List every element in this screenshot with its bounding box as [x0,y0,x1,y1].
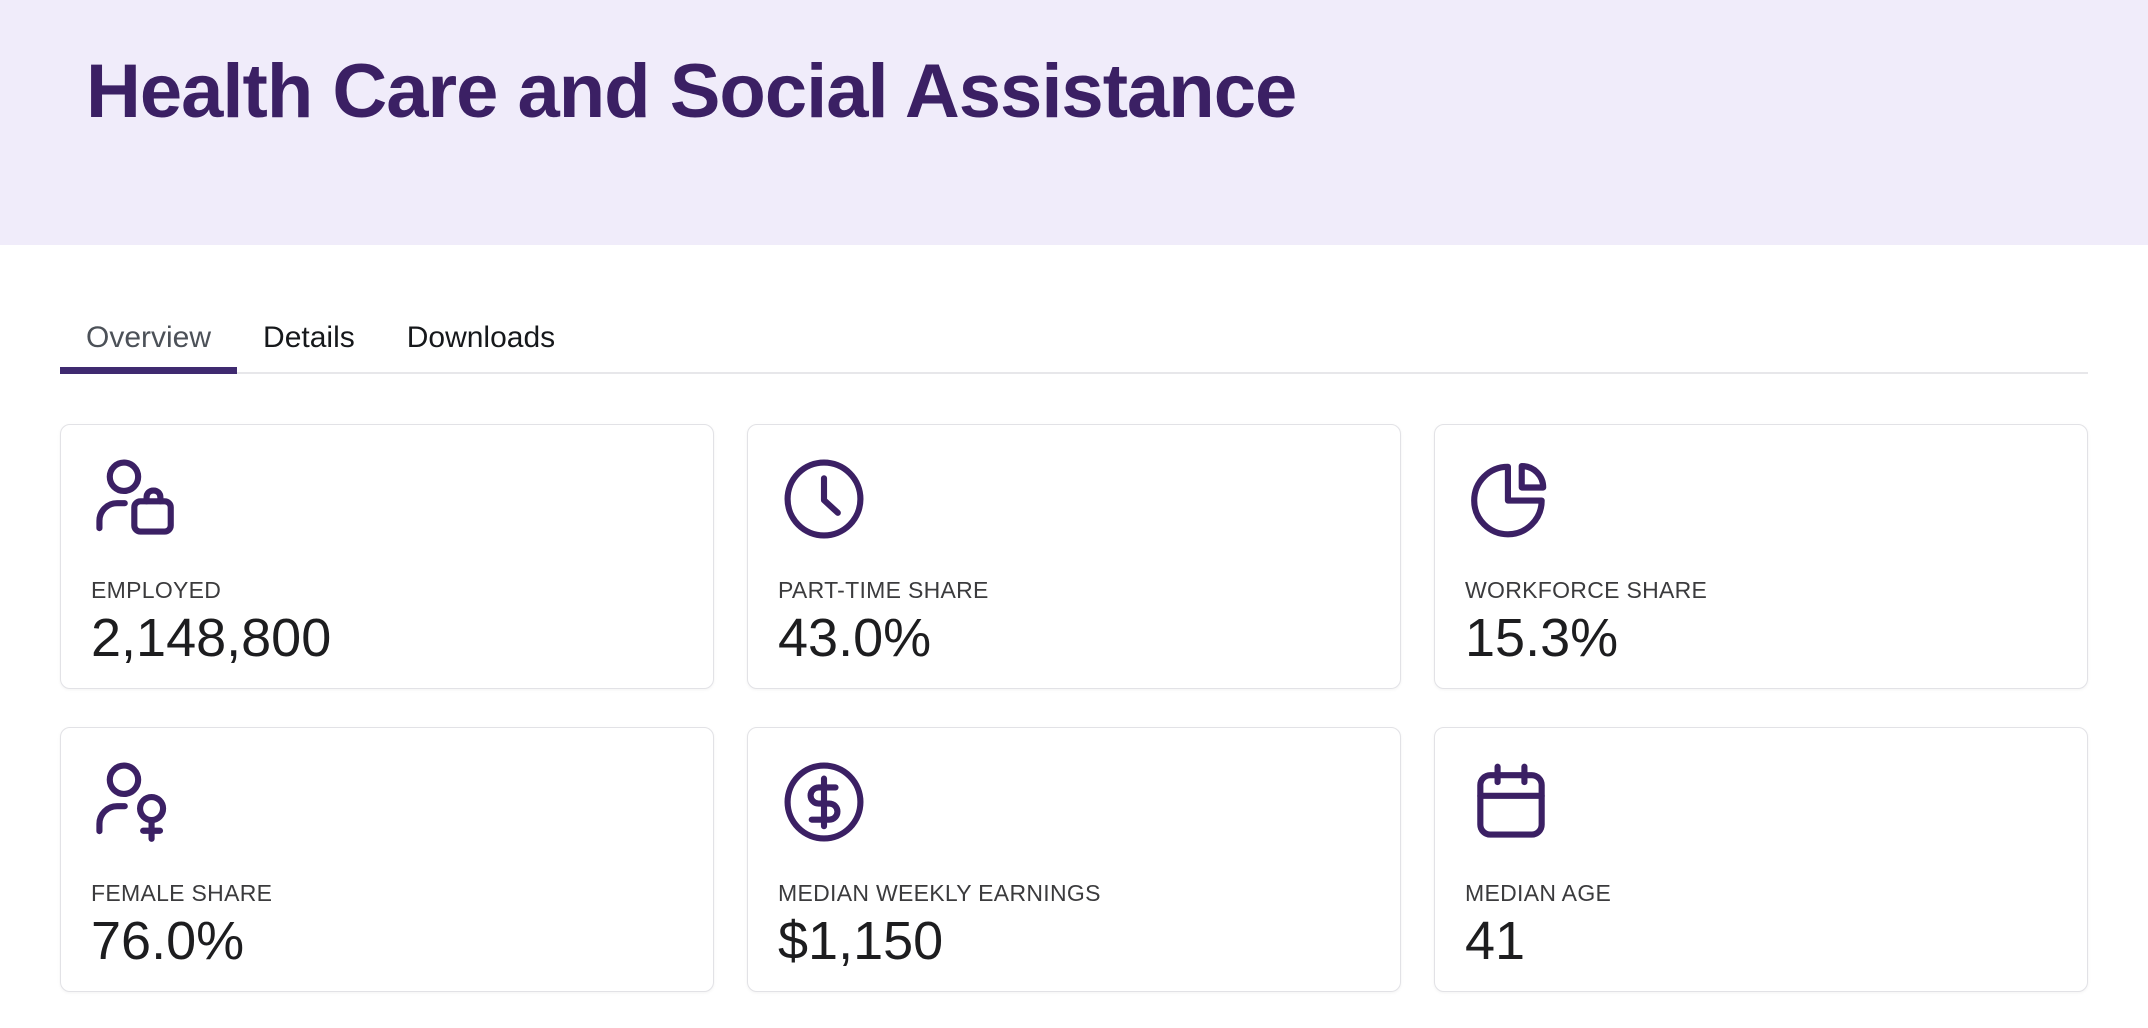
stat-card-workforce-share: WORKFORCE SHARE 15.3% [1434,423,2088,689]
tab-overview[interactable]: Overview [60,317,238,374]
person-female-icon [91,756,183,848]
stat-value: $1,150 [778,910,944,971]
pie-chart-icon [1465,453,1557,545]
stat-value: 15.3% [1465,607,1619,668]
calendar-icon [1465,756,1557,848]
stat-value: 2,148,800 [91,607,332,668]
stat-card-grid: EMPLOYED 2,148,800 PART-TIME SHARE 43.0%… [60,423,2088,992]
stat-card-median-weekly-earnings: MEDIAN WEEKLY EARNINGS $1,150 [747,726,1401,992]
stat-label: MEDIAN AGE [1465,879,1612,906]
stat-label: WORKFORCE SHARE [1465,576,1708,603]
stat-card-female-share: FEMALE SHARE 76.0% [60,726,714,992]
clock-icon [778,453,870,545]
tab-downloads[interactable]: Downloads [406,321,556,354]
tab-bar: Overview Details Downloads [60,317,2088,374]
stat-value: 43.0% [778,607,932,668]
dollar-circle-icon [778,756,870,848]
person-briefcase-icon [91,453,183,545]
stat-card-median-age: MEDIAN AGE 41 [1434,726,2088,992]
stat-label: PART-TIME SHARE [778,576,989,603]
stat-card-part-time-share: PART-TIME SHARE 43.0% [747,423,1401,689]
stat-label: EMPLOYED [91,576,222,603]
stat-label: FEMALE SHARE [91,879,273,906]
stat-card-employed: EMPLOYED 2,148,800 [60,423,714,689]
tab-details[interactable]: Details [263,321,355,354]
page-header: Health Care and Social Assistance [0,0,2148,245]
page-title: Health Care and Social Assistance [86,49,1297,134]
stat-value: 41 [1465,910,1526,971]
stat-label: MEDIAN WEEKLY EARNINGS [778,879,1101,906]
stat-value: 76.0% [91,910,245,971]
